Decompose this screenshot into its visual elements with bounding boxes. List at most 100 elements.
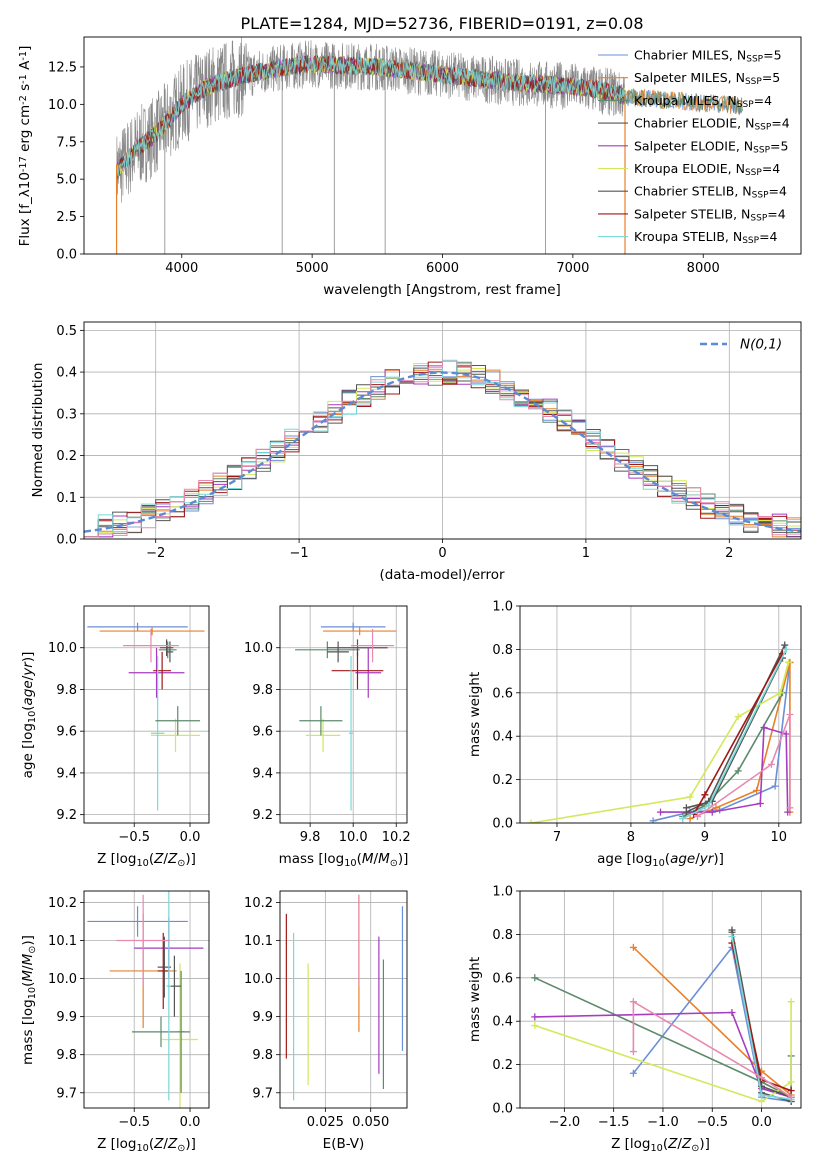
- y-tick-label: 12.5: [48, 60, 77, 75]
- x-tick-label: 10.2: [382, 830, 411, 845]
- axes-frame: [279, 605, 408, 824]
- y-axis-label: age [log10(age/yr)]: [20, 652, 38, 779]
- errorbar-point: [323, 626, 397, 636]
- series-marker: [686, 793, 694, 801]
- axes-frame: [83, 321, 802, 540]
- axes-frame: [519, 605, 802, 824]
- legend-label: Salpeter STELIB, NSSP=4: [634, 206, 786, 223]
- errorbar-point: [348, 656, 354, 811]
- series-marker: [781, 641, 789, 649]
- x-axis-label: Z [log10(Z/Z⊙)]: [97, 1136, 196, 1154]
- y-tick-label: 10.1: [244, 934, 273, 949]
- series-marker: [734, 713, 742, 721]
- series-marker: [753, 786, 761, 794]
- series-marker: [734, 767, 742, 775]
- series-line: [693, 653, 784, 815]
- series-marker: [629, 1048, 637, 1056]
- x-tick-label: 0.0: [751, 1115, 772, 1130]
- legend-label: Kroupa ELODIE, NSSP=4: [634, 161, 780, 178]
- x-tick-label: 9: [701, 830, 709, 845]
- y-tick-label: 9.7: [56, 1086, 77, 1101]
- errorbar-point: [305, 718, 341, 753]
- y-tick-label: 9.7: [252, 1086, 273, 1101]
- series-marker: [657, 808, 664, 816]
- y-tick-label: 10.0: [48, 641, 77, 656]
- x-tick-label: 1: [582, 546, 590, 561]
- series-marker: [682, 808, 690, 816]
- y-tick-label: 0.0: [492, 817, 513, 832]
- x-tick-label: 10.0: [339, 830, 368, 845]
- x-tick-label: 5000: [296, 261, 329, 276]
- legend-label-normal: N(0,1): [740, 337, 782, 353]
- x-tick-label: 8000: [687, 261, 720, 276]
- series-marker: [728, 933, 736, 941]
- histogram-kroupa-stelib: [84, 359, 801, 538]
- y-tick-label: 10.0: [48, 972, 77, 987]
- y-tick-label: 9.2: [252, 808, 273, 823]
- x-tick-label: 0.050: [352, 1115, 389, 1130]
- series-marker: [701, 791, 709, 799]
- errorbar-point: [162, 963, 198, 1108]
- x-axis-label: wavelength [Angstrom, rest frame]: [323, 282, 561, 298]
- legend-label: Chabrier MILES, NSSP=5: [634, 48, 782, 65]
- axes-frame: [83, 890, 210, 1109]
- series-marker: [728, 926, 736, 934]
- legend-label: Kroupa MILES, NSSP=4: [634, 93, 772, 110]
- y-tick-label: 10.0: [48, 98, 77, 113]
- series-line: [682, 692, 784, 818]
- errorbar-point: [99, 626, 205, 636]
- weight-series-kroupa-stelib: [728, 933, 795, 1103]
- model-spectrum-kroupa-stelib: [116, 55, 626, 181]
- y-tick-label: 0.2: [492, 1058, 513, 1073]
- x-tick-label: −2.0: [549, 1115, 581, 1130]
- series-line: [632, 945, 792, 1103]
- errorbar-point: [116, 894, 170, 987]
- x-tick-label: 8: [627, 830, 635, 845]
- y-axis-label: Flux [f_λ10-17 erg cm-2 s-1 A-1]: [17, 46, 33, 247]
- x-tick-label: −1.5: [598, 1115, 630, 1130]
- x-tick-label: 0.0: [180, 1115, 201, 1130]
- x-tick-label: 0: [438, 546, 446, 561]
- y-tick-label: 10.0: [244, 972, 273, 987]
- plot-area: [87, 891, 204, 1108]
- y-tick-label: 1.0: [492, 885, 513, 900]
- legend-label: Kroupa STELIB, NSSP=4: [634, 229, 778, 246]
- weight-series-pink: [693, 711, 794, 820]
- series-line: [697, 714, 791, 818]
- series-marker: [629, 943, 637, 951]
- errorbar-point: [295, 641, 360, 659]
- errorbar-point: [320, 622, 386, 632]
- y-tick-label: 0.5: [56, 324, 77, 339]
- series-marker: [776, 689, 784, 697]
- series-line: [530, 662, 790, 823]
- errorbar-point: [128, 647, 185, 698]
- series-marker: [784, 808, 792, 816]
- series-marker: [629, 998, 637, 1006]
- y-tick-label: 9.6: [252, 725, 273, 740]
- plot-area: [87, 622, 205, 811]
- series-marker: [629, 1069, 637, 1077]
- chart-age_vs_mass: 9.8 10.0 10.2 9.2 9.4 9.6 9.8 10.0 mass [log10(M…: [244, 605, 411, 869]
- errorbar-point: [123, 628, 179, 663]
- errorbar-point: [157, 932, 169, 1010]
- y-tick-label: 0.6: [492, 971, 513, 986]
- errorbar-point: [166, 641, 174, 663]
- y-tick-label: 9.9: [252, 1010, 273, 1025]
- series-marker: [787, 1078, 795, 1086]
- series-marker: [531, 1022, 539, 1030]
- series-marker: [649, 817, 657, 823]
- y-tick-label: 0.2: [492, 773, 513, 788]
- y-tick-label: 9.8: [56, 1048, 77, 1063]
- errorbar-point: [177, 970, 185, 1093]
- errorbar-point: [155, 706, 201, 736]
- series-marker: [784, 658, 792, 666]
- y-tick-label: 0.4: [492, 730, 513, 745]
- legend-label: Salpeter ELODIE, NSSP=5: [634, 138, 788, 155]
- normal-curve: [84, 371, 801, 533]
- y-tick-label: 9.8: [252, 683, 273, 698]
- model-spectrum-chabrier-stelib: [116, 55, 626, 181]
- y-tick-label: 9.4: [56, 766, 77, 781]
- model-spectrum-salpeter-elodie: [116, 55, 626, 181]
- y-tick-label: 10.1: [48, 934, 77, 949]
- errorbar-point: [355, 647, 382, 698]
